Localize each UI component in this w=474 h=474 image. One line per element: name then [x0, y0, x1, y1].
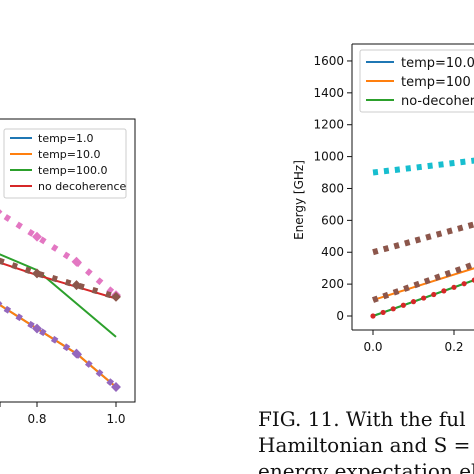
left-series-line-3	[0, 261, 117, 300]
right-y-tick-label: 800	[321, 181, 344, 195]
right-y-tick-label: 1200	[313, 118, 344, 132]
right-marker-series-1	[372, 221, 474, 256]
right-marker-point	[380, 309, 386, 316]
left-legend-label: temp=10.0	[38, 148, 101, 161]
right-y-tick-label: 1400	[313, 86, 344, 100]
right-marker-point	[421, 295, 427, 301]
right-marker-point	[410, 299, 417, 305]
left-series-line-2	[0, 253, 117, 338]
right-legend-box	[359, 49, 474, 113]
left-x-tick-label: 1.0	[106, 412, 125, 426]
right-x-axis: 0.0 0.2	[363, 330, 464, 354]
left-x-tick-label: 0.8	[27, 412, 46, 426]
left-x-axis: 0.8 1.0	[0, 402, 126, 426]
right-legend-label: temp=100	[401, 75, 471, 90]
right-marker-point	[431, 291, 437, 298]
right-legend: temp=10.0 temp=100 no-decohere	[359, 49, 474, 113]
left-marker-series-0	[0, 209, 118, 298]
right-legend-label: temp=10.0	[401, 56, 474, 71]
right-y-axis: 0 200 400 600 800 1000 1200 1400 1600	[313, 54, 352, 323]
right-y-tick-label: 400	[321, 245, 344, 259]
right-series-line-1	[372, 267, 474, 302]
right-marker-point	[441, 288, 447, 294]
right-marker-point	[370, 313, 376, 319]
left-legend-label: temp=1.0	[38, 132, 94, 145]
left-marker-series-1	[0, 257, 117, 300]
caption-line-1: FIG. 11. With the ful	[258, 407, 466, 431]
right-marker-point	[390, 306, 396, 312]
caption-line-2: Hamiltonian and S =	[258, 433, 471, 457]
caption-line-3: energy expectation el	[258, 459, 474, 474]
left-legend: temp=1.0 temp=10.0 temp=100.0 no decoherenc…	[3, 128, 127, 199]
left-marker-point	[71, 256, 82, 267]
right-y-axis-label: Energy [GHz]	[292, 160, 306, 240]
left-marker-point	[0, 206, 3, 217]
right-marker-point	[451, 284, 457, 290]
left-legend-label: temp=100.0	[38, 164, 108, 177]
right-marker-series-0	[372, 157, 474, 176]
right-y-tick-label: 600	[321, 213, 344, 227]
right-marker-point	[461, 281, 467, 287]
left-plot-lines	[0, 206, 121, 392]
left-plot-frame	[0, 118, 136, 403]
right-plot: 0 200 400 600 800 1000 1200 1400 1600 0.0 0.2 Ene…	[292, 43, 474, 354]
right-marker-point	[400, 302, 406, 308]
right-plot-lines	[370, 157, 474, 319]
left-marker-point	[32, 231, 42, 242]
right-marker-point	[471, 277, 474, 283]
left-marker-series-2	[0, 301, 118, 390]
left-legend-box	[3, 128, 127, 199]
left-legend-label: no decoherence	[38, 180, 127, 193]
left-plot: 0.8 1.0 temp=1.0 temp=10.0 temp=100.0 no dec…	[0, 118, 136, 426]
right-y-tick-label: 0	[336, 309, 344, 323]
right-x-tick-label: 0.0	[363, 340, 382, 354]
left-marker-point	[111, 291, 121, 302]
right-y-tick-label: 200	[321, 277, 344, 291]
figure-caption: FIG. 11. With the ful Hamiltonian and S …	[258, 406, 474, 474]
right-y-tick-label: 1600	[313, 54, 344, 68]
right-marker-series-2	[371, 261, 474, 303]
right-x-tick-label: 0.2	[444, 340, 463, 354]
right-y-tick-label: 1000	[313, 150, 344, 164]
right-legend-label: no-decohere	[401, 94, 474, 109]
